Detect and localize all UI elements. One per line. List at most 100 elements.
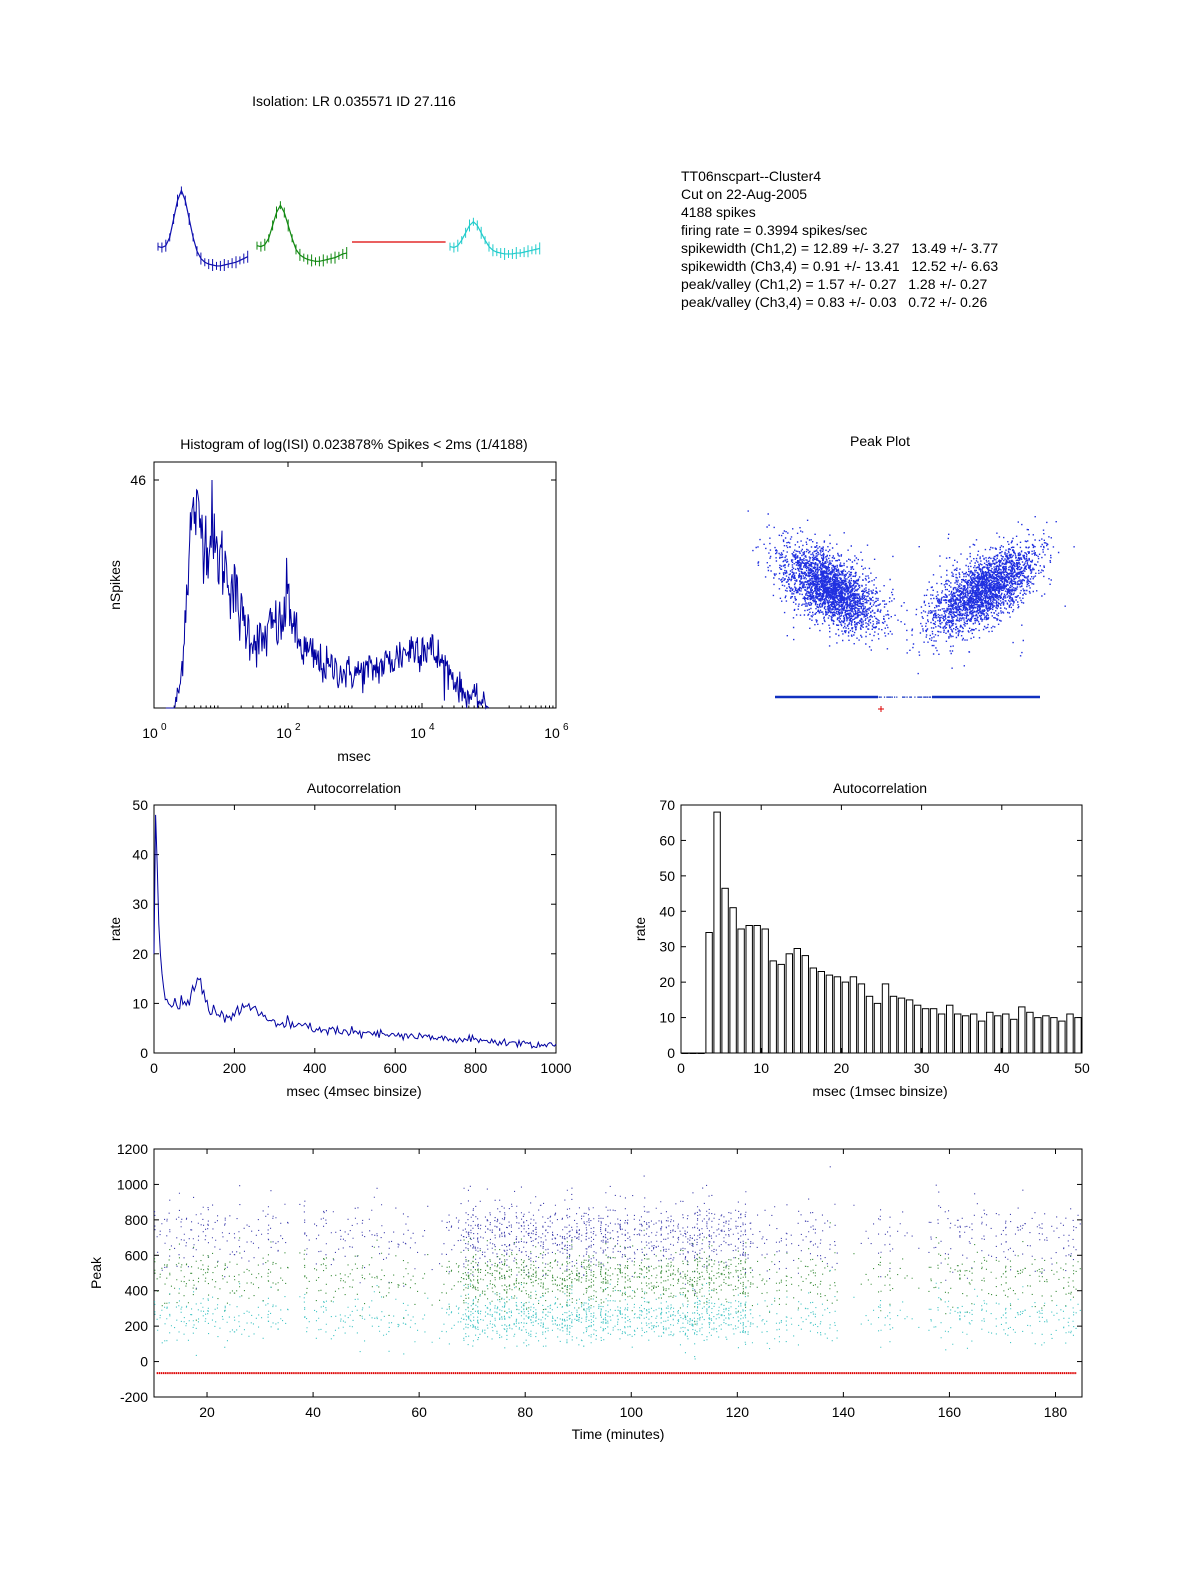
ac1-bar: [777, 963, 785, 1054]
ac1-bar: [737, 928, 745, 1054]
ac1-bar: [865, 995, 874, 1054]
pt-xtick-label: 180: [1044, 1404, 1068, 1420]
ac1-bar: [954, 1013, 962, 1054]
ac1-ytick-label: 60: [659, 832, 675, 848]
pt-ytick-label: 200: [125, 1318, 149, 1334]
ac1-xtick-label: 30: [914, 1060, 930, 1076]
ac1-bar: [849, 976, 858, 1054]
isi-xtick-exponent: 2: [295, 722, 301, 733]
ac1-bar: [978, 1020, 986, 1054]
ac1-bar: [913, 1004, 922, 1054]
autocorr-4ms-chart: Autocorrelation 0 200 400 600 800 1000 0 10 20 30…: [107, 780, 572, 1099]
isi-ylabel: nSpikes: [107, 560, 123, 610]
ac1-xtick-label: 0: [677, 1060, 685, 1076]
pt-ytick-label: 1000: [117, 1176, 148, 1192]
ac1-bar: [705, 932, 713, 1054]
spike-count: 4188 spikes: [681, 204, 756, 220]
ac1-bar: [929, 1008, 938, 1054]
ac4-ytick-label: 0: [140, 1045, 148, 1061]
autocorr-1ms-axes-box: [680, 804, 1083, 1054]
isi-xtick-label: 10: [142, 725, 158, 741]
isi-axes-box: [153, 461, 557, 709]
ac4-xtick-label: 0: [150, 1060, 158, 1076]
ac1-ytick-label: 70: [659, 797, 675, 813]
isi-xtick-exponent: 6: [563, 722, 569, 733]
ac1-ytick-label: 10: [659, 1010, 675, 1026]
ac1-bar: [801, 955, 809, 1054]
cluster-name: TT06nscpart--Cluster4: [681, 168, 821, 184]
ac4-xtick-label: 1000: [540, 1060, 571, 1076]
pt-points-ch4: [154, 1269, 1081, 1360]
pt-xtick-label: 40: [305, 1404, 321, 1420]
ac1-bar: [905, 999, 914, 1054]
isi-ytick-label: 46: [130, 472, 146, 488]
ac4-ytick-label: 40: [132, 847, 148, 863]
peak-plot: Peak Plot: [747, 433, 1075, 712]
autocorr-4ms-xlabel: msec (4msec binsize): [286, 1083, 421, 1099]
pt-xtick-label: 20: [199, 1404, 215, 1420]
autocorr-4ms-ylabel: rate: [107, 917, 123, 941]
ac1-bar: [897, 997, 906, 1054]
ac1-bar: [817, 971, 825, 1054]
isolation-title: Isolation: LR 0.035571 ID 27.116: [252, 93, 456, 109]
peak-plot-baseline-sparse: [878, 696, 932, 698]
ac1-bar: [793, 948, 801, 1054]
ac1-bar: [753, 925, 761, 1054]
ac1-bar: [994, 1015, 1002, 1054]
ac4-xtick-label: 400: [303, 1060, 327, 1076]
isi-histogram-line: [165, 479, 490, 710]
peak-time-axes-box: [153, 1148, 1083, 1398]
pt-xtick-label: 100: [620, 1404, 644, 1420]
ac1-bar: [937, 1013, 946, 1054]
waveform-ch2: [256, 203, 347, 262]
ac1-xtick-label: 40: [994, 1060, 1010, 1076]
autocorr-1ms-chart: Autocorrelation 0 10 20 30 40 50 0 10 20 30 40 50 60…: [632, 780, 1090, 1099]
ac1-bar: [841, 981, 850, 1054]
isi-xtick-label: 10: [276, 725, 292, 741]
ac4-ytick-label: 10: [132, 995, 148, 1011]
pt-xtick-label: 160: [938, 1404, 962, 1420]
pt-points-ch2: [154, 1222, 1081, 1325]
ac1-ytick-label: 30: [659, 939, 675, 955]
waveform-ch4: [449, 220, 540, 255]
ac1-bar: [873, 1002, 882, 1054]
pt-xtick-label: 80: [517, 1404, 533, 1420]
ac1-ytick-label: 50: [659, 868, 675, 884]
ac1-bar: [721, 887, 729, 1054]
spikewidth-ch12: spikewidth (Ch1,2) = 12.89 +/- 3.27 13.4…: [681, 240, 998, 256]
ac4-xtick-label: 800: [464, 1060, 488, 1076]
isi-xtick-exponent: 4: [429, 722, 435, 733]
pt-ytick-label: 0: [140, 1354, 148, 1370]
ac1-bar: [825, 974, 834, 1054]
isi-xlabel: msec: [337, 748, 370, 764]
peak-valley-ch12: peak/valley (Ch1,2) = 1.57 +/- 0.27 1.28…: [681, 276, 987, 292]
ac1-bar: [1034, 1017, 1042, 1054]
ac1-bar: [1042, 1015, 1050, 1054]
ac1-bar: [881, 983, 890, 1054]
ac1-bar: [769, 960, 777, 1054]
isi-histogram-title: Histogram of log(ISI) 0.023878% Spikes <…: [180, 436, 527, 452]
ac1-bar: [785, 953, 793, 1054]
ac1-bar: [970, 1013, 978, 1054]
isi-histogram: Histogram of log(ISI) 0.023878% Spikes <…: [107, 436, 569, 764]
ac1-bar: [1074, 1017, 1082, 1054]
peak-time-xlabel: Time (minutes): [572, 1426, 665, 1442]
ac1-bar: [833, 976, 842, 1054]
pt-xtick-label: 140: [832, 1404, 856, 1420]
cluster-info: TT06nscpart--Cluster4 Cut on 22-Aug-2005…: [681, 168, 998, 310]
ac1-ytick-label: 20: [659, 974, 675, 990]
pt-xtick-label: 120: [726, 1404, 750, 1420]
ac1-bar: [1018, 1006, 1026, 1054]
pt-ytick-label: -200: [120, 1389, 148, 1405]
ac1-xtick-label: 10: [753, 1060, 769, 1076]
ac1-xtick-label: 20: [834, 1060, 850, 1076]
ac1-bar: [1026, 1011, 1034, 1054]
ac1-bar: [745, 925, 753, 1054]
peak-time-ylabel: Peak: [88, 1256, 104, 1289]
ac4-xtick-label: 200: [223, 1060, 247, 1076]
ac1-bar: [921, 1008, 930, 1054]
ac1-bar: [809, 967, 817, 1054]
ac1-bar: [761, 928, 769, 1054]
autocorr-1ms-title: Autocorrelation: [833, 780, 927, 796]
